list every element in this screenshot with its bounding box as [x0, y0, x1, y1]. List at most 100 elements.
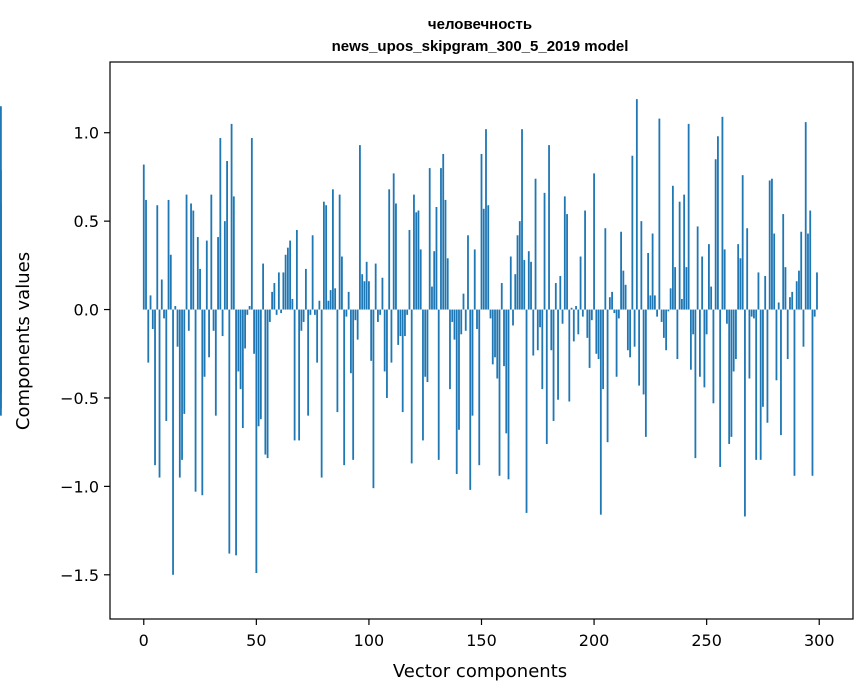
bar [798, 270, 800, 310]
bar [563, 196, 566, 310]
bar [192, 210, 195, 310]
bar [642, 309, 645, 395]
x-tick-label: 200 [579, 631, 610, 650]
bar [401, 309, 404, 413]
bar [775, 309, 778, 381]
bar [338, 194, 341, 310]
bar [169, 254, 172, 310]
bar [689, 309, 692, 370]
bar [568, 309, 571, 402]
bar [187, 309, 190, 331]
bar [248, 306, 251, 310]
bar [728, 309, 731, 444]
bar [404, 309, 406, 337]
bar [273, 283, 276, 310]
bar [370, 309, 373, 361]
bar [239, 309, 242, 390]
bar [154, 309, 156, 466]
bar [255, 309, 258, 574]
y-tick-label: −1.5 [60, 566, 99, 585]
bar [694, 309, 697, 459]
bar [424, 309, 427, 377]
bar [433, 251, 436, 310]
bar [318, 300, 321, 310]
bar [419, 249, 422, 310]
bar [464, 309, 467, 331]
bar [512, 309, 514, 326]
bar [739, 258, 742, 310]
bar [397, 309, 400, 345]
bar [145, 199, 147, 310]
bar [548, 145, 550, 310]
bar [692, 309, 695, 335]
bar [714, 159, 717, 310]
bar [356, 309, 359, 340]
bar [352, 309, 355, 460]
bar [653, 295, 656, 310]
bar [426, 309, 429, 383]
bar [570, 307, 573, 310]
x-tick-label: 100 [354, 631, 385, 650]
bar [203, 309, 206, 377]
bar [534, 178, 537, 310]
bar [165, 309, 168, 421]
bar [712, 309, 715, 404]
bar [737, 244, 740, 310]
bar [250, 138, 253, 310]
bar [361, 274, 364, 310]
bar [350, 309, 352, 374]
bar [647, 252, 650, 310]
bar [685, 267, 688, 310]
bar [746, 228, 749, 310]
bar [651, 233, 654, 310]
bar [201, 309, 204, 496]
bar [437, 309, 440, 460]
bar [640, 221, 643, 310]
bar [593, 173, 595, 310]
bar [183, 309, 186, 414]
bar [514, 274, 517, 310]
bar [552, 309, 555, 421]
bar [678, 201, 681, 310]
bar [660, 309, 663, 322]
bar [782, 214, 785, 310]
bar [750, 309, 753, 317]
bar [617, 309, 620, 319]
bar [804, 122, 807, 310]
bar [399, 309, 402, 337]
bar [181, 309, 183, 460]
bar [230, 123, 233, 310]
chart-subtitle: news_upos_skipgram_300_5_2019 model [332, 38, 629, 55]
bar [275, 309, 278, 315]
bar [223, 221, 226, 310]
bar [174, 306, 177, 310]
bar [485, 129, 487, 310]
bar [449, 309, 451, 390]
bar [316, 309, 319, 363]
bar [732, 309, 735, 372]
bar [638, 309, 641, 386]
bar [615, 309, 618, 377]
bar [507, 309, 510, 480]
bar [771, 178, 773, 310]
bar [406, 309, 409, 315]
bar [789, 297, 791, 310]
bar [699, 309, 701, 377]
bar [0, 309, 2, 393]
bar [786, 309, 789, 360]
bar [656, 309, 659, 317]
bar [0, 106, 2, 310]
bar [199, 268, 201, 310]
bar [262, 263, 264, 310]
bar [208, 309, 210, 358]
bar [257, 309, 260, 427]
bar [703, 309, 706, 388]
bar [809, 210, 812, 310]
bar [196, 237, 199, 310]
bar [365, 261, 368, 310]
bar [455, 309, 458, 475]
bar [354, 309, 357, 321]
bar [680, 298, 683, 310]
bar [284, 254, 287, 310]
bar [390, 309, 393, 363]
